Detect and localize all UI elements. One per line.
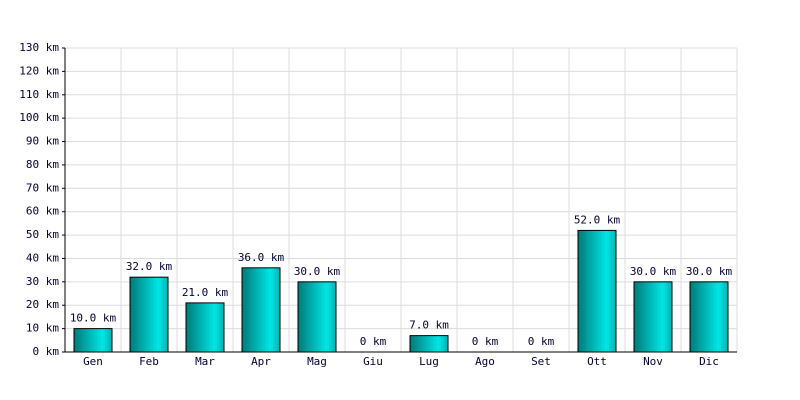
x-tick-label: Apr	[251, 355, 271, 368]
y-tick-label: 60 km	[26, 205, 59, 218]
x-tick-label: Set	[531, 355, 551, 368]
x-tick-label: Gen	[83, 355, 103, 368]
x-tick-label: Ago	[475, 355, 495, 368]
x-tick-label: Mar	[195, 355, 215, 368]
bar	[297, 281, 337, 353]
y-tick-label: 110 km	[19, 88, 59, 101]
y-tick-label: 120 km	[19, 64, 59, 77]
bar	[689, 281, 729, 353]
y-tick-label: 70 km	[26, 181, 59, 194]
value-label: 0 km	[472, 335, 499, 348]
y-tick-label: 10 km	[26, 322, 59, 335]
value-label: 0 km	[360, 335, 387, 348]
value-label: 30.0 km	[294, 265, 341, 278]
y-tick-label: 50 km	[26, 228, 59, 241]
x-tick-label: Feb	[139, 355, 159, 368]
bar	[409, 335, 449, 353]
x-tick-label: Ott	[587, 355, 607, 368]
value-label: 30.0 km	[686, 265, 733, 278]
x-tick-label: Lug	[419, 355, 439, 368]
x-tick-label: Mag	[307, 355, 327, 368]
value-label: 52.0 km	[574, 213, 621, 226]
value-label: 21.0 km	[182, 286, 229, 299]
bar	[633, 281, 673, 353]
value-label: 30.0 km	[630, 265, 677, 278]
x-tick-label: Giu	[363, 355, 383, 368]
y-tick-label: 30 km	[26, 275, 59, 288]
y-tick-label: 80 km	[26, 158, 59, 171]
x-tick-label: Nov	[643, 355, 663, 368]
x-tick-label: Dic	[699, 355, 719, 368]
y-tick-label: 100 km	[19, 111, 59, 124]
bar	[185, 302, 225, 353]
bar	[129, 276, 169, 353]
value-label: 10.0 km	[70, 312, 117, 325]
y-tick-label: 90 km	[26, 135, 59, 148]
bar	[73, 328, 113, 353]
value-label: 0 km	[528, 335, 555, 348]
value-label: 32.0 km	[126, 260, 173, 273]
y-tick-label: 40 km	[26, 251, 59, 264]
value-label: 7.0 km	[409, 319, 449, 332]
value-label: 36.0 km	[238, 251, 285, 264]
y-tick-label: 0 km	[33, 345, 60, 358]
bar	[241, 267, 281, 353]
bar	[577, 229, 617, 353]
y-tick-label: 20 km	[26, 298, 59, 311]
y-tick-label: 130 km	[19, 41, 59, 54]
